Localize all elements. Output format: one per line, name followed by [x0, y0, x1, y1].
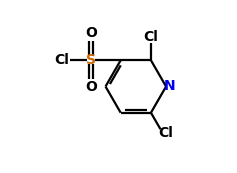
Text: Cl: Cl	[159, 126, 173, 140]
Text: O: O	[85, 80, 97, 94]
Text: S: S	[86, 53, 96, 67]
Text: Cl: Cl	[55, 53, 69, 67]
Text: Cl: Cl	[143, 30, 158, 44]
Text: N: N	[164, 80, 176, 93]
Text: O: O	[85, 26, 97, 40]
